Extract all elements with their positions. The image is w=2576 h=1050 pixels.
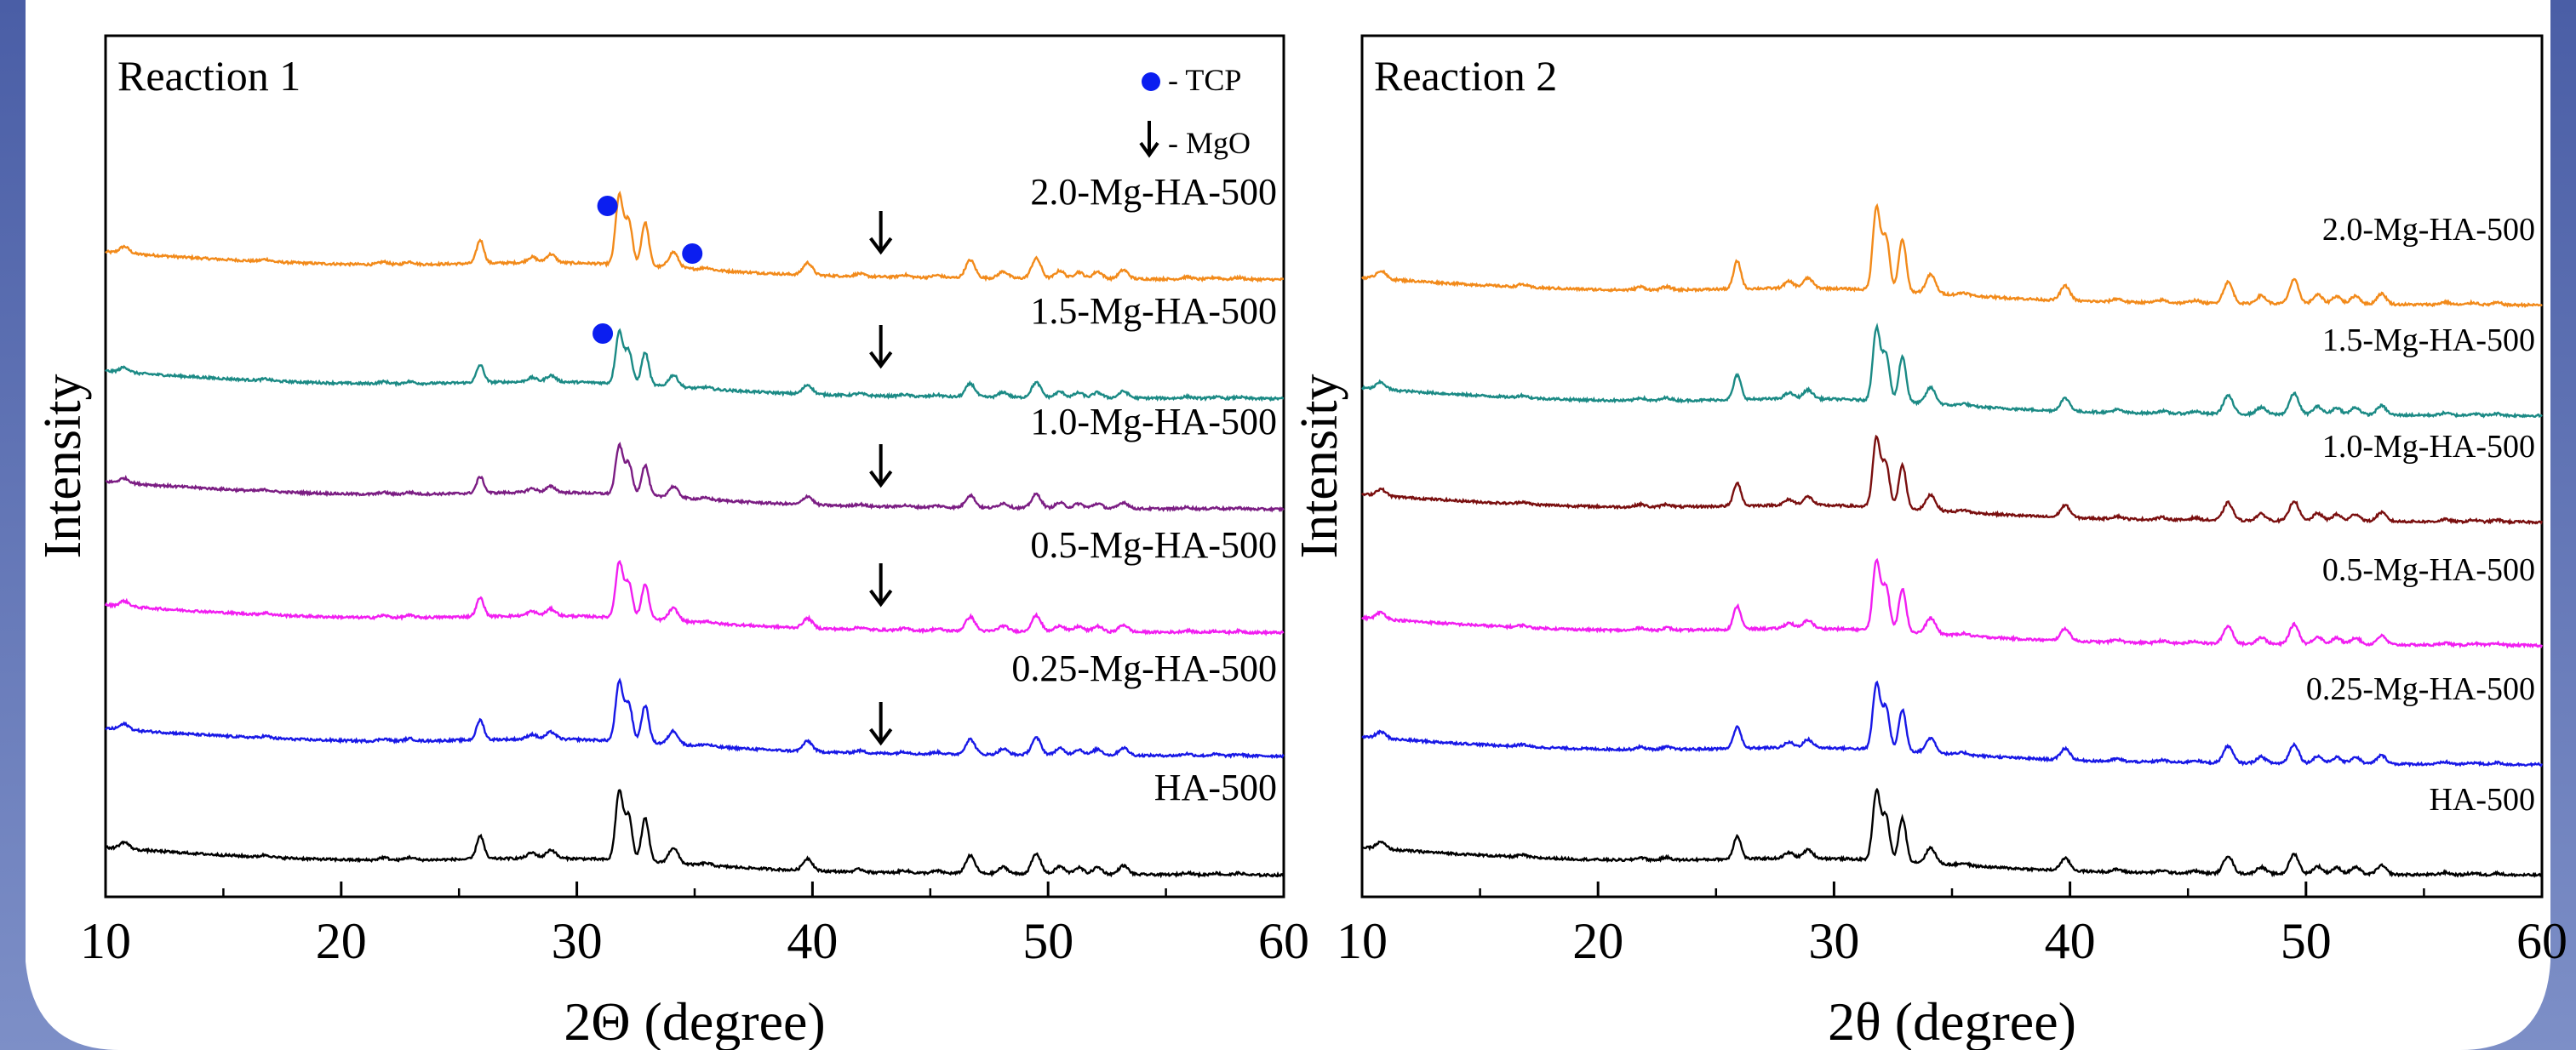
- series-line-1.0-Mg-HA-500: [106, 442, 1285, 513]
- x-tick-label: 20: [316, 913, 367, 969]
- series-label: 0.5-Mg-HA-500: [1030, 524, 1277, 566]
- legend-tcp-marker: [1142, 72, 1160, 91]
- plot-area-frame: [104, 34, 1285, 899]
- series-line-0.25-Mg-HA-500: [105, 677, 1285, 760]
- series-line-0.5-Mg-HA-500: [1361, 557, 2544, 649]
- series-label: HA-500: [1154, 767, 1277, 808]
- chart-panel-2: 2.0-Mg-HA-500 1.5-Mg-HA-500 1.0-Mg-HA-500 0…: [1291, 34, 2567, 1050]
- series-line-HA-500: [1361, 787, 2544, 878]
- mgo-arrow-marker: [869, 211, 893, 255]
- x-tick-label: 20: [1572, 913, 1623, 969]
- series-line-1.5-Mg-HA-500: [105, 328, 1285, 402]
- x-axis-title: 2θ (degree): [1828, 991, 2076, 1050]
- y-axis-title: Intensity: [34, 374, 92, 559]
- tcp-marker: [592, 323, 614, 344]
- chart-title: Reaction 2: [1374, 52, 1557, 100]
- series-label: 2.0-Mg-HA-500: [2322, 212, 2535, 248]
- chart-title: Reaction 1: [117, 52, 301, 100]
- mgo-arrow-marker: [869, 563, 893, 608]
- chart-panel-1: 2.0-Mg-HA-500 1.5-Mg-HA-500 1.0-Mg-HA-500 0…: [34, 34, 1309, 1050]
- legend-mgo-marker: [1139, 121, 1159, 158]
- series-label: 1.0-Mg-HA-500: [1030, 401, 1277, 442]
- y-axis-title: Intensity: [1291, 374, 1348, 559]
- x-tick-label: 60: [2516, 913, 2567, 969]
- series-label: 0.25-Mg-HA-500: [2306, 671, 2535, 707]
- x-tick-label: 40: [787, 913, 838, 969]
- x-tick-label: 30: [552, 913, 603, 969]
- series-label: HA-500: [2429, 782, 2535, 818]
- tcp-marker: [682, 243, 703, 264]
- x-tick-label: 10: [80, 913, 131, 969]
- mgo-arrow-marker: [869, 702, 893, 746]
- x-tick-label: 10: [1337, 913, 1388, 969]
- plot-area-frame: [1360, 34, 2544, 899]
- x-tick-label: 50: [2281, 913, 2332, 969]
- series-line-2.0-Mg-HA-500: [1361, 203, 2543, 309]
- x-tick-label: 50: [1022, 913, 1073, 969]
- x-tick-label: 30: [1808, 913, 1859, 969]
- legend-tcp-label: - TCP: [1168, 63, 1241, 97]
- series-label: 1.0-Mg-HA-500: [2322, 429, 2535, 465]
- series-line-HA-500: [104, 789, 1285, 879]
- series-line-1.0-Mg-HA-500: [1360, 434, 2544, 526]
- legend-mgo-label: - MgO: [1168, 126, 1251, 160]
- series-line-0.25-Mg-HA-500: [1361, 680, 2544, 768]
- series-line-2.0-Mg-HA-500: [105, 191, 1284, 283]
- series-label: 0.5-Mg-HA-500: [2322, 552, 2535, 588]
- series-label: 0.25-Mg-HA-500: [1011, 648, 1277, 689]
- series-label: 2.0-Mg-HA-500: [1030, 171, 1277, 213]
- x-axis-title: 2Θ (degree): [564, 991, 825, 1050]
- series-label: 1.5-Mg-HA-500: [2322, 322, 2535, 358]
- panel-background: [26, 0, 2550, 1050]
- mgo-arrow-marker: [869, 325, 893, 369]
- tcp-marker: [597, 196, 618, 216]
- x-tick-label: 60: [1258, 913, 1309, 969]
- x-tick-label: 40: [2045, 913, 2096, 969]
- mgo-arrow-marker: [869, 444, 893, 488]
- series-line-1.5-Mg-HA-500: [1361, 322, 2543, 419]
- series-line-0.5-Mg-HA-500: [104, 559, 1285, 636]
- series-label: 1.5-Mg-HA-500: [1030, 290, 1277, 332]
